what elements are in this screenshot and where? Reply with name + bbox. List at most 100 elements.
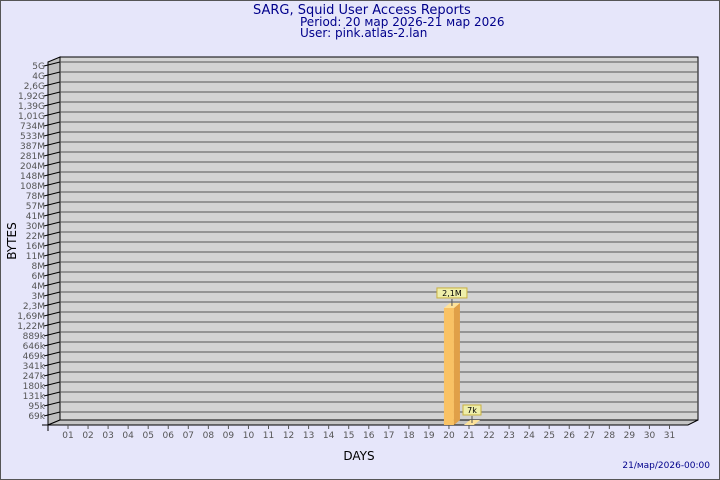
x-tick-label: 18 (403, 431, 415, 441)
y-tick (43, 351, 61, 357)
y-tick (43, 261, 61, 267)
report-period: Period: 20 мар 2026-21 мар 2026 (300, 15, 505, 29)
y-tick-label: 1,39G (18, 102, 45, 112)
generated-timestamp: 21/мар/2026-00:00 (622, 461, 710, 471)
y-tick-label: 533M (20, 132, 45, 142)
x-tick-label: 13 (303, 431, 314, 441)
y-tick (43, 151, 61, 157)
x-tick-label: 11 (263, 431, 274, 441)
y-tick (43, 91, 61, 97)
x-tick-label: 06 (163, 431, 175, 441)
x-tick-label: 04 (122, 431, 134, 441)
x-tick-label: 09 (223, 431, 235, 441)
y-tick (43, 271, 61, 277)
y-tick-label: 281M (20, 152, 45, 162)
x-tick-label: 15 (343, 431, 354, 441)
y-tick-label: 4M (32, 282, 46, 292)
x-tick-label: 20 (443, 431, 455, 441)
y-tick (43, 71, 61, 77)
report-user: User: pink.atlas-2.lan (300, 26, 428, 40)
y-tick (43, 81, 61, 87)
y-tick (43, 101, 61, 107)
x-tick-label: 05 (142, 431, 153, 441)
bar (443, 307, 454, 425)
chart-title: SARG, Squid User Access Reports (253, 3, 471, 18)
x-tick-label: 22 (483, 431, 494, 441)
y-tick-label: 387M (20, 142, 45, 152)
x-tick-label: 19 (423, 431, 435, 441)
y-tick (43, 291, 61, 297)
x-tick-label: 30 (644, 431, 656, 441)
y-tick-label: 646k (23, 342, 46, 352)
data-label-box (436, 287, 468, 299)
y-tick (43, 111, 61, 117)
x-tick-label: 17 (383, 431, 394, 441)
x-tick-label: 29 (624, 431, 636, 441)
x-tick-label: 02 (82, 431, 93, 441)
y-tick (43, 161, 61, 167)
y-tick-label: 180k (23, 382, 46, 392)
y-tick-label: 2,6G (24, 82, 45, 92)
data-label: 2,1M (442, 289, 462, 298)
x-tick-label: 28 (604, 431, 616, 441)
y-tick-label: 78M (26, 192, 45, 202)
y-tick-label: 30M (26, 222, 45, 232)
y-tick-label: 4G (32, 72, 45, 82)
y-tick-label: 341k (23, 362, 46, 372)
y-tick-label: 69k (28, 412, 45, 422)
y-tick (43, 231, 61, 237)
data-label: 7k (467, 406, 477, 415)
y-tick-label: 95k (28, 402, 45, 412)
y-tick (43, 381, 61, 387)
x-tick-label: 01 (62, 431, 73, 441)
x-tick-label: 10 (243, 431, 255, 441)
y-tick-label: 1,22M (17, 322, 45, 332)
x-tick-label: 25 (543, 431, 554, 441)
x-tick-label: 07 (183, 431, 194, 441)
y-tick (43, 61, 61, 67)
y-tick-label: 1,01G (18, 112, 45, 122)
x-tick-label: 21 (463, 431, 474, 441)
y-tick (43, 171, 61, 177)
y-tick-label: 131k (23, 392, 46, 402)
y-tick-label: 5G (32, 62, 45, 72)
y-tick (43, 341, 61, 347)
y-tick (43, 331, 61, 337)
plot-back-wall (59, 56, 699, 421)
y-tick-label: 889k (23, 332, 46, 342)
y-tick-label: 2,3M (23, 302, 45, 312)
y-tick (43, 401, 61, 407)
plot-floor (47, 419, 699, 426)
x-tick-label: 16 (363, 431, 375, 441)
x-tick-label: 08 (203, 431, 215, 441)
y-tick-label: 204M (20, 162, 45, 172)
y-tick (43, 221, 61, 227)
y-tick (43, 361, 61, 367)
y-tick-label: 3M (32, 292, 46, 302)
x-tick-label: 03 (102, 431, 113, 441)
x-tick-label: 12 (283, 431, 294, 441)
y-tick (43, 201, 61, 207)
y-tick-label: 1,69M (17, 312, 45, 322)
y-tick-label: 247k (23, 372, 46, 382)
y-tick (43, 191, 61, 197)
y-tick (43, 311, 61, 317)
y-tick-label: 8M (32, 262, 46, 272)
y-tick (43, 281, 61, 287)
y-tick-label: 469k (23, 352, 46, 362)
y-tick (43, 181, 61, 187)
y-tick (43, 141, 61, 147)
x-tick-label: 31 (664, 431, 675, 441)
bar-side (453, 302, 460, 425)
y-tick-label: 6M (32, 272, 46, 282)
data-label-box (462, 404, 482, 416)
x-tick-label: 26 (564, 431, 576, 441)
y-tick (43, 241, 61, 247)
x-tick-label: 27 (584, 431, 595, 441)
y-tick (43, 211, 61, 217)
y-tick (43, 121, 61, 127)
y-tick-label: 108M (20, 182, 45, 192)
y-tick (43, 301, 61, 307)
y-axis-title: BYTES (5, 222, 19, 259)
